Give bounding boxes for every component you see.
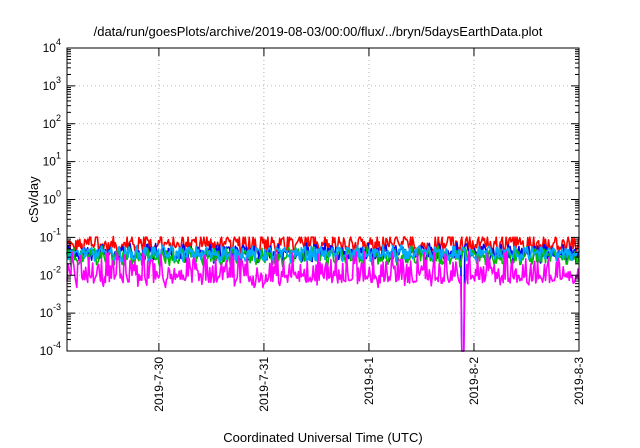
x-tick-label: 2019-8-2 <box>467 357 481 405</box>
y-axis-label: cSv/day <box>26 176 41 223</box>
y-tick-label: 103 <box>43 75 61 93</box>
y-axis: 104 103 102 101 100 10-1 10-2 10-3 10-4 <box>40 37 579 358</box>
y-tick-label: 10-1 <box>40 226 61 244</box>
x-tick-label: 2019-8-3 <box>572 357 586 405</box>
y-tick-label: 101 <box>43 151 61 169</box>
y-tick-label: 104 <box>43 37 61 55</box>
y-tick-label: 102 <box>43 113 61 131</box>
x-tick-label: 2019-7-30 <box>152 357 166 412</box>
x-axis: 2019-7-30 2019-7-31 2019-8-1 2019-8-2 2019-8… <box>152 48 586 412</box>
x-axis-label: Coordinated Universal Time (UTC) <box>223 430 422 445</box>
y-tick-label: 10-2 <box>40 264 61 282</box>
y-tick-label: 100 <box>43 189 61 207</box>
series-line <box>66 244 580 264</box>
series-line <box>66 250 580 352</box>
y-tick-label: 10-4 <box>40 340 61 358</box>
series-group <box>66 235 580 352</box>
x-tick-label: 2019-7-31 <box>257 357 271 412</box>
chart-title: /data/run/goesPlots/archive/2019-08-03/0… <box>94 24 543 39</box>
x-tick-label: 2019-8-1 <box>362 357 376 405</box>
grid-lines <box>67 48 580 351</box>
y-tick-label: 10-3 <box>40 302 61 320</box>
